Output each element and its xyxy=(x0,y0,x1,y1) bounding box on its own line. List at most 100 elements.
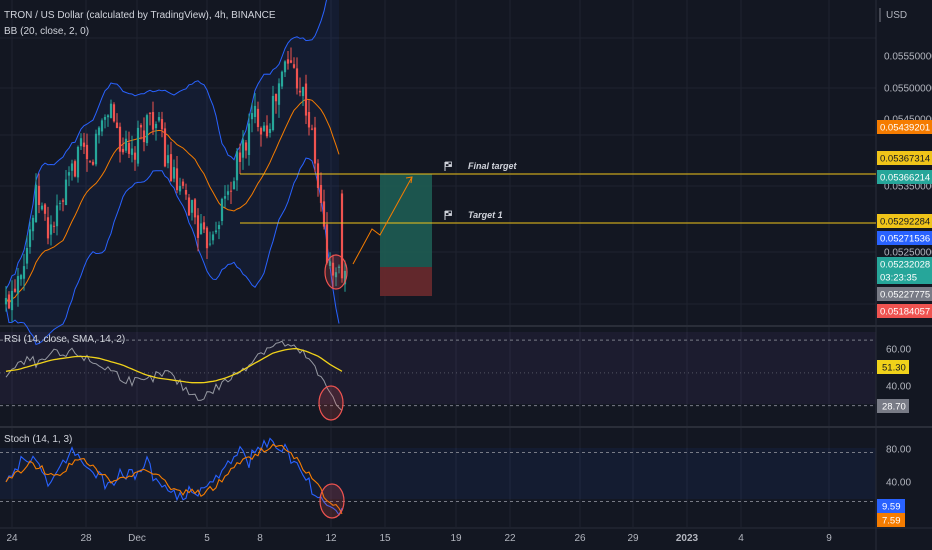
candle-body xyxy=(28,229,32,247)
candle-body xyxy=(220,198,224,221)
candle-body xyxy=(208,243,212,245)
time-tick: 28 xyxy=(80,533,92,544)
candle-body xyxy=(232,181,236,190)
stoch-k-line xyxy=(5,437,343,517)
candle-body xyxy=(277,83,281,105)
candle-body xyxy=(292,64,296,68)
candle-body xyxy=(190,200,194,213)
price-tag xyxy=(877,304,932,318)
candle-body xyxy=(112,104,116,122)
candle-body xyxy=(175,168,179,191)
candle-body xyxy=(124,138,128,151)
price-tag-text: 0.05292284 xyxy=(880,217,930,228)
candle-body xyxy=(319,184,323,203)
candle-body xyxy=(265,125,269,137)
candle-body xyxy=(118,126,122,152)
candle-body xyxy=(250,113,254,120)
candle-body xyxy=(274,94,278,102)
candle-body xyxy=(178,185,182,192)
currency-label: USD xyxy=(886,10,907,21)
profit-zone[interactable] xyxy=(380,174,432,267)
flag-icon[interactable] xyxy=(444,161,452,171)
candle-body xyxy=(61,200,65,202)
candle-body xyxy=(334,272,338,278)
highlight-circle xyxy=(318,385,344,421)
candle-body xyxy=(55,205,59,227)
price-tag-text: 0.05184057 xyxy=(880,307,930,318)
candle-body xyxy=(256,108,260,128)
price-tag xyxy=(877,151,932,165)
candle-body xyxy=(148,112,152,114)
candle-body xyxy=(163,128,167,167)
candle-body xyxy=(37,185,41,205)
rsi-line xyxy=(5,340,343,411)
final-target-label: Final target xyxy=(468,161,518,171)
candle-body xyxy=(70,163,74,171)
candle-body xyxy=(226,191,230,195)
price-tag-text: 0.05439201 xyxy=(880,123,930,134)
candle-body xyxy=(307,112,311,128)
candle-body xyxy=(193,199,197,218)
candle-body xyxy=(328,261,332,267)
price-tag-text: 0.05232028 xyxy=(880,260,930,271)
candle-body xyxy=(286,59,290,64)
price-tick: 0.05550000 xyxy=(884,52,932,63)
candle-body xyxy=(202,222,206,230)
candle-body xyxy=(184,189,188,195)
candle-body xyxy=(262,125,266,131)
stoch-tick: 80.00 xyxy=(886,445,911,456)
candle-body xyxy=(130,148,134,155)
candle-body xyxy=(310,128,314,130)
price-tag xyxy=(877,231,932,245)
highlight-circle xyxy=(324,254,348,290)
candle-body xyxy=(34,184,38,223)
symbol-title: TRON / US Dollar (calculated by TradingV… xyxy=(4,10,276,21)
highlight-circle xyxy=(319,483,345,519)
candle-body xyxy=(31,217,35,232)
candle-body xyxy=(337,266,341,268)
rsi-tag-text: 28.70 xyxy=(882,402,906,413)
candle-body xyxy=(115,122,119,128)
candle-body xyxy=(58,202,62,204)
candle-body xyxy=(235,151,239,181)
bb-fill xyxy=(6,0,339,345)
bb-upper xyxy=(5,0,328,290)
candle-body xyxy=(253,105,257,117)
candle-body xyxy=(106,115,110,118)
candle-body xyxy=(247,123,251,156)
time-tick: Dec xyxy=(128,533,146,544)
time-tick: 15 xyxy=(379,533,391,544)
rsi-band xyxy=(0,332,876,404)
stoch-pane xyxy=(0,437,876,517)
candle-body xyxy=(121,148,125,153)
candle-body xyxy=(223,196,227,199)
candle-body xyxy=(196,215,200,238)
price-tag xyxy=(877,270,932,284)
candle-body xyxy=(97,127,101,136)
candle-body xyxy=(229,190,233,192)
candle-body xyxy=(271,95,275,131)
price-tag xyxy=(877,214,932,228)
time-tick: 22 xyxy=(504,533,516,544)
target1-label: Target 1 xyxy=(468,210,503,220)
loss-zone[interactable] xyxy=(380,267,432,296)
candle-body xyxy=(127,142,131,154)
candle-body xyxy=(259,128,263,135)
candle-body xyxy=(211,234,215,241)
price-tag xyxy=(877,120,932,134)
candle-body xyxy=(160,119,164,130)
flag-icon[interactable] xyxy=(444,210,452,220)
bb-basis xyxy=(5,98,340,305)
price-tag xyxy=(877,257,932,271)
candle-body xyxy=(4,297,8,305)
time-tick: 8 xyxy=(257,533,263,544)
price-tag xyxy=(877,287,932,301)
candle-body xyxy=(49,224,53,235)
candle-body xyxy=(214,230,218,233)
candle-body xyxy=(19,275,23,280)
stoch-tag-text: 9.59 xyxy=(882,502,901,513)
time-axis[interactable]: 24 28 Dec 5 8 12 15 19 22 26 29 2023 4 9 xyxy=(0,527,932,544)
candle-body xyxy=(205,227,209,249)
candle-body xyxy=(340,193,344,279)
